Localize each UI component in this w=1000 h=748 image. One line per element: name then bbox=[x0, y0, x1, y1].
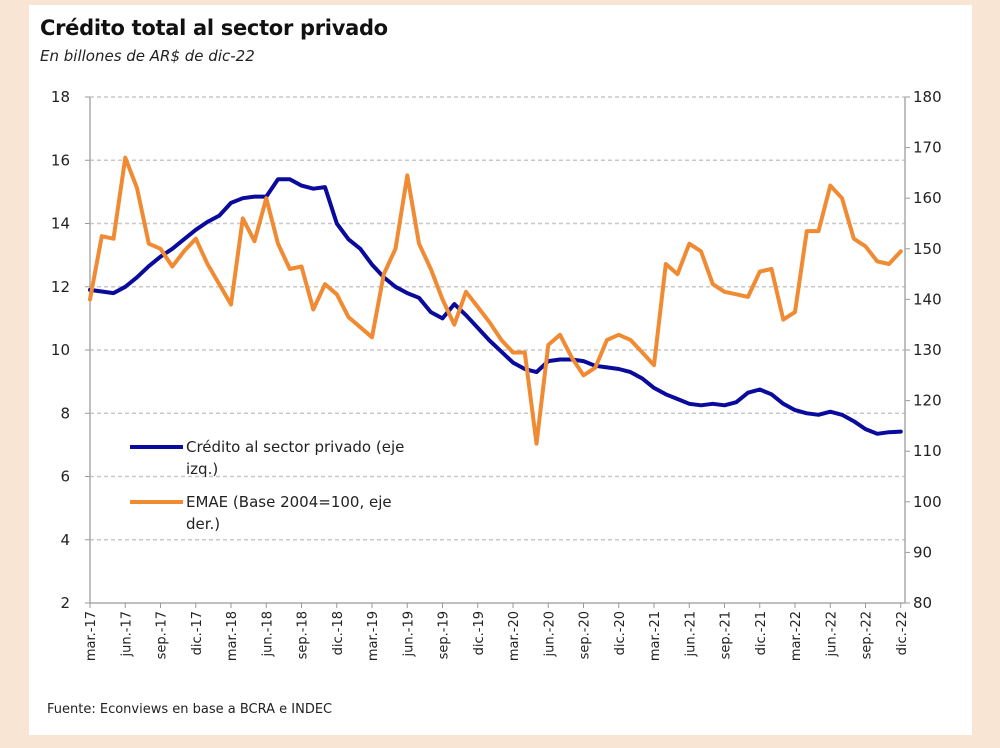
x-tick-label: sep.-22 bbox=[860, 611, 875, 659]
y-right-tick-label: 150 bbox=[913, 240, 942, 258]
y-right-tick-label: 90 bbox=[913, 543, 932, 561]
x-tick-label: sep.-18 bbox=[296, 611, 311, 659]
y-left-tick-label: 4 bbox=[60, 531, 70, 549]
chart-subtitle: En billones de AR$ de dic-22 bbox=[40, 47, 255, 65]
y-left-tick-label: 14 bbox=[51, 215, 70, 233]
legend-label: Crédito al sector privado (eje bbox=[186, 438, 404, 456]
x-tick-label: dic.-22 bbox=[895, 611, 910, 655]
y-left-tick-label: 16 bbox=[51, 151, 70, 169]
y-right-tick-label: 160 bbox=[913, 189, 942, 207]
x-tick-label: sep.-17 bbox=[155, 611, 170, 659]
chart-panel bbox=[29, 5, 972, 735]
y-left-tick-label: 18 bbox=[51, 88, 70, 106]
y-right-tick-label: 170 bbox=[913, 139, 942, 157]
x-tick-label: mar.-20 bbox=[507, 611, 522, 661]
y-right-tick-label: 140 bbox=[913, 290, 942, 308]
x-tick-label: dic.-18 bbox=[331, 611, 346, 655]
y-right-tick-label: 100 bbox=[913, 493, 942, 511]
x-tick-label: mar.-18 bbox=[225, 611, 240, 661]
y-right-tick-label: 180 bbox=[913, 88, 942, 106]
x-tick-label: mar.-19 bbox=[366, 611, 381, 661]
legend-label: der.) bbox=[186, 515, 220, 533]
x-tick-label: dic.-21 bbox=[754, 611, 769, 655]
y-right-tick-label: 130 bbox=[913, 341, 942, 359]
x-tick-label: jun.-19 bbox=[401, 611, 416, 657]
y-left-tick-label: 12 bbox=[51, 278, 70, 296]
x-tick-label: jun.-22 bbox=[824, 611, 839, 657]
x-tick-label: sep.-20 bbox=[578, 611, 593, 659]
x-tick-label: jun.-17 bbox=[119, 611, 134, 657]
legend-label: izq.) bbox=[186, 460, 218, 478]
series-line-credito bbox=[88, 177, 903, 436]
legend-label: EMAE (Base 2004=100, eje bbox=[186, 493, 392, 511]
chart-title: Crédito total al sector privado bbox=[40, 16, 388, 40]
x-tick-label: dic.-17 bbox=[190, 611, 205, 655]
y-left-tick-label: 2 bbox=[60, 594, 70, 612]
x-tick-label: mar.-21 bbox=[648, 611, 663, 661]
x-tick-label: sep.-19 bbox=[437, 611, 452, 659]
x-tick-label: dic.-20 bbox=[613, 611, 628, 655]
y-left-tick-label: 6 bbox=[60, 468, 70, 486]
x-tick-label: mar.-17 bbox=[84, 611, 99, 661]
y-right-tick-label: 80 bbox=[913, 594, 932, 612]
chart-source: Fuente: Econviews en base a BCRA e INDEC bbox=[47, 702, 333, 717]
y-right-tick-label: 110 bbox=[913, 442, 942, 460]
series-line-emae bbox=[88, 155, 903, 446]
x-tick-label: sep.-21 bbox=[719, 611, 734, 659]
y-left-tick-label: 8 bbox=[60, 404, 70, 422]
x-tick-label: jun.-20 bbox=[542, 611, 557, 657]
x-tick-label: mar.-22 bbox=[789, 611, 804, 661]
x-tick-label: jun.-18 bbox=[260, 611, 275, 657]
y-right-tick-label: 120 bbox=[913, 392, 942, 410]
x-tick-label: dic.-19 bbox=[472, 611, 487, 655]
y-left-tick-label: 10 bbox=[51, 341, 70, 359]
x-tick-label: jun.-21 bbox=[683, 611, 698, 657]
